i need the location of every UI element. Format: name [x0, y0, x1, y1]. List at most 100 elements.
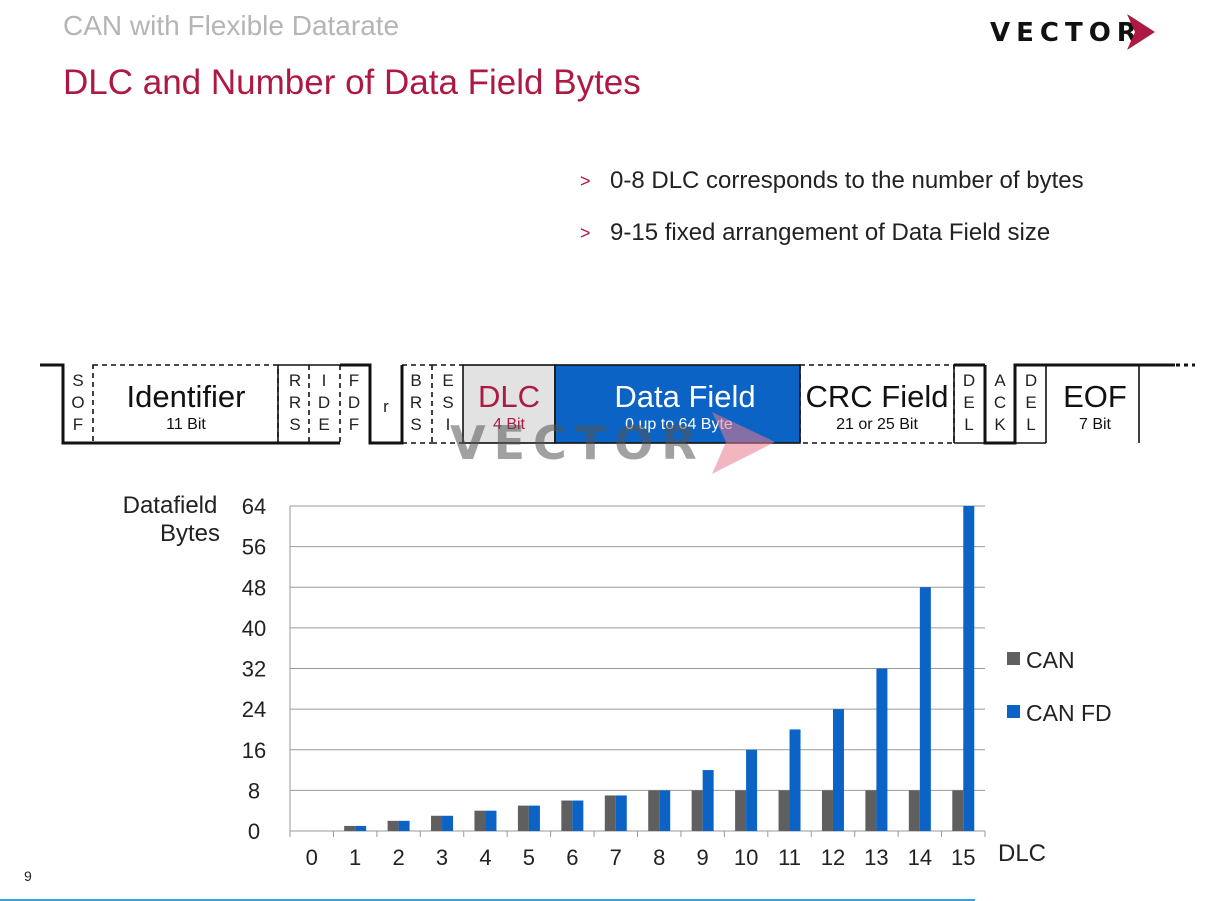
dlc-field-box [462, 364, 556, 444]
bar-can-fd [789, 729, 801, 831]
bar-can [517, 805, 529, 831]
x-tick-label: 1 [349, 845, 361, 870]
ack-letter: K [994, 415, 1006, 434]
bar-can-fd [398, 820, 410, 831]
del-letter: L [1026, 415, 1035, 434]
rrs-letter: R [289, 393, 301, 412]
bar-can-fd [659, 790, 671, 831]
fdf-letter: F [349, 415, 359, 434]
bullet-list: > 0-8 DLC corresponds to the number of b… [580, 155, 1084, 259]
del-letter: E [1025, 393, 1036, 412]
identifier-label: Identifier [127, 379, 246, 414]
slide-subtitle: CAN with Flexible Datarate [63, 10, 400, 41]
bullet-text: 9-15 fixed arrangement of Data Field siz… [610, 219, 1051, 246]
eof-label: EOF [1063, 379, 1127, 414]
bar-can [648, 790, 660, 831]
bar-can-fd [572, 800, 584, 831]
x-tick-label: 5 [523, 845, 535, 870]
bar-can [821, 790, 833, 831]
brs-letter: B [410, 371, 421, 390]
esi-letter: E [442, 371, 453, 390]
bar-can [691, 790, 703, 831]
x-tick-label: 13 [864, 845, 888, 870]
crc-field-size: 21 or 25 Bit [836, 416, 918, 433]
vector-logo: VECTOR [990, 10, 1230, 54]
slide-title: DLC and Number of Data Field Bytes [63, 63, 641, 102]
bar-can-fd [528, 805, 540, 831]
bar-can [387, 820, 399, 831]
bar-can [474, 810, 486, 831]
ack-letter: C [994, 393, 1006, 412]
legend-label: CAN [1026, 647, 1075, 673]
legend-swatch [1007, 652, 1020, 665]
legend-label: CAN FD [1026, 700, 1112, 726]
x-tick-label: 11 [778, 845, 801, 870]
bar-can-fd [702, 770, 714, 831]
sof-letter: S [72, 371, 83, 390]
bar-can [735, 790, 747, 831]
x-tick-label: 15 [951, 845, 975, 870]
data-field-size: 0 up to 64 Byte [625, 416, 733, 433]
bar-can-fd [919, 587, 931, 831]
sof-letter: F [73, 415, 83, 434]
x-tick-label: 7 [610, 845, 622, 870]
bar-can-fd [355, 825, 367, 831]
brs-letter: R [410, 393, 422, 412]
bullet-item: > 9-15 fixed arrangement of Data Field s… [580, 207, 1084, 259]
ide-letter: D [318, 393, 330, 412]
bar-can [431, 815, 443, 831]
y-axis-label-line1: Datafield [123, 492, 218, 519]
x-axis-label: DLC [998, 840, 1046, 867]
bar-can [908, 790, 920, 831]
del-letter: E [963, 393, 974, 412]
x-tick-label: 12 [821, 845, 845, 870]
esi-letter: I [446, 415, 451, 434]
footer-rule [0, 899, 975, 901]
fdf-letter: F [349, 371, 359, 390]
x-tick-label: 0 [306, 845, 318, 870]
ack-letter: A [994, 371, 1006, 390]
y-tick-label: 56 [242, 535, 266, 560]
ide-letter: E [318, 415, 329, 434]
bar-can-fd [485, 810, 497, 831]
bar-can [952, 790, 964, 831]
legend-swatch [1007, 705, 1020, 718]
x-tick-label: 8 [653, 845, 665, 870]
x-tick-label: 3 [436, 845, 448, 870]
x-tick-label: 14 [908, 845, 932, 870]
data-field-label: Data Field [614, 379, 755, 414]
identifier-size: 11 Bit [166, 416, 206, 433]
y-tick-label: 48 [242, 575, 266, 600]
del-letter: L [964, 415, 973, 434]
rrs-letter: S [289, 415, 300, 434]
dlc-label: DLC [478, 379, 540, 414]
y-tick-label: 64 [242, 494, 266, 519]
ide-letter: I [322, 371, 327, 390]
eof-size: 7 Bit [1079, 416, 1112, 433]
bar-can [865, 790, 877, 831]
bar-can-fd [615, 795, 627, 831]
bar-can [778, 790, 790, 831]
x-tick-label: 9 [697, 845, 709, 870]
x-tick-label: 6 [566, 845, 578, 870]
y-tick-label: 24 [242, 697, 266, 722]
bar-can-fd [963, 506, 975, 831]
bars [344, 506, 975, 831]
y-axis-label-line2: Bytes [160, 520, 220, 547]
bullet-chevron-icon: > [580, 222, 591, 243]
bar-can-fd [746, 749, 758, 831]
dlc-size: 4 Bit [493, 416, 526, 433]
rrs-letter: R [289, 371, 301, 390]
logo-arrow-icon [1127, 14, 1155, 50]
sof-letter: O [71, 393, 84, 412]
esi-letter: S [442, 393, 453, 412]
legend: CAN CAN FD [1007, 647, 1112, 726]
y-tick-label: 16 [242, 738, 266, 763]
del-letter: D [1025, 371, 1037, 390]
bar-can [604, 795, 616, 831]
logo-text: VECTOR [990, 18, 1143, 48]
r-bit: r [383, 397, 389, 416]
x-tick-label: 2 [392, 845, 404, 870]
